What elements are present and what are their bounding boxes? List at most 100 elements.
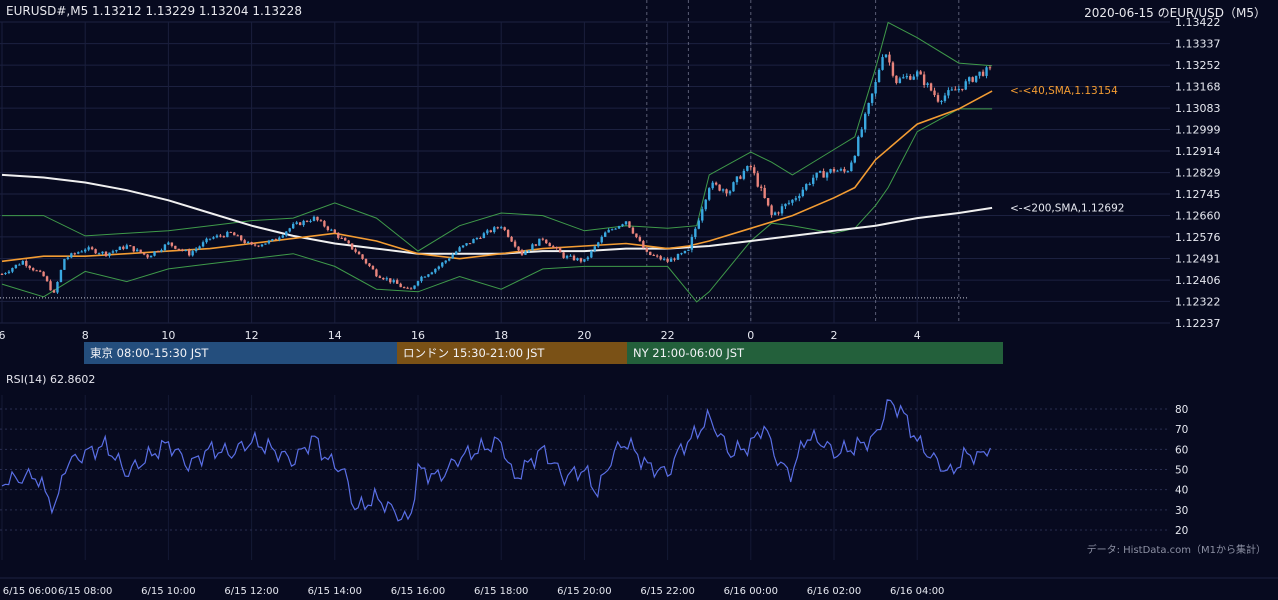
candle-body — [191, 251, 194, 256]
candle-body — [784, 203, 787, 207]
candle-body — [843, 169, 846, 172]
candle-body — [201, 242, 205, 247]
candle-body — [846, 171, 850, 173]
candle-body — [510, 236, 513, 242]
candle-body — [496, 227, 499, 229]
candle-body — [850, 162, 853, 172]
candle-body — [160, 249, 163, 252]
candle-body — [194, 248, 198, 252]
bollinger-lower-line — [1, 108, 993, 303]
candle-body — [295, 222, 298, 224]
candle-body — [139, 249, 142, 253]
chart-title: 2020-06-15 のEUR/USD（M5） — [1084, 6, 1266, 20]
candle-body — [45, 276, 49, 282]
candle-body — [472, 239, 475, 244]
candle-body — [486, 230, 489, 234]
candle-body — [593, 246, 596, 251]
candle-body — [576, 258, 579, 261]
candle-body — [198, 246, 201, 249]
rsi-x-axis: 6/15 06:00 6/15 08:00 6/15 10:00 6/15 12:00… — [0, 577, 1278, 597]
candle-body — [316, 216, 319, 221]
candle-body — [586, 257, 590, 260]
candle-body — [579, 258, 583, 262]
candle-body — [253, 244, 257, 246]
price-tick-label: 1.13252 — [1175, 59, 1221, 72]
candle-body — [288, 228, 291, 232]
price-tick-label: 1.12745 — [1175, 188, 1221, 201]
rsi-grid — [0, 395, 1170, 560]
candle-body — [406, 287, 409, 289]
candle-body — [572, 255, 576, 261]
candle-body — [815, 172, 818, 178]
candle-body — [614, 228, 617, 230]
candle-body — [298, 222, 302, 226]
rsi-x-tick-label: 6/16 04:00 — [890, 586, 944, 597]
candle-body — [746, 165, 749, 171]
candle-body — [864, 113, 867, 130]
rsi-x-tick-label: 6/15 20:00 — [557, 586, 611, 597]
candle-body — [97, 253, 101, 255]
rsi-axis: 80 70 60 50 40 30 20 — [1175, 404, 1188, 537]
price-series: <-<40,SMA,1.13154 <-<200,SMA,1.12692 — [1, 21, 1124, 303]
candle-body — [281, 235, 284, 238]
candle-body — [600, 236, 603, 243]
candle-body — [340, 237, 343, 239]
candle-body — [909, 76, 912, 80]
candle-body — [659, 256, 662, 260]
candle-body — [853, 155, 856, 163]
candle-body — [652, 255, 655, 257]
candle-body — [645, 248, 648, 252]
candle-body — [378, 276, 382, 278]
candle-body — [517, 246, 520, 251]
price-x-tick-label: 16 — [411, 329, 425, 342]
candle-body — [479, 238, 482, 240]
candle-body — [184, 250, 187, 252]
candle-body — [870, 93, 874, 103]
candle-body — [642, 241, 645, 249]
candle-body — [181, 249, 184, 251]
candle-body — [28, 265, 31, 269]
candle-body — [312, 216, 316, 221]
candle-body — [278, 237, 281, 240]
candle-body — [399, 283, 402, 288]
candle-body — [763, 187, 766, 199]
candle-body — [122, 246, 125, 249]
candle-body — [832, 169, 836, 172]
price-x-tick-label: 4 — [914, 329, 921, 342]
candle-body — [961, 88, 964, 90]
candle-body — [739, 176, 742, 179]
candle-body — [177, 248, 180, 250]
candle-body — [434, 268, 437, 273]
candle-body — [950, 89, 954, 91]
candle-body — [760, 186, 763, 188]
candles — [0, 51, 992, 294]
candle-body — [451, 254, 454, 259]
session-tokyo: 東京 08:00-15:30 JST — [84, 342, 397, 364]
candle-body — [697, 220, 700, 229]
candle-body — [881, 57, 884, 70]
candle-body — [877, 69, 881, 83]
candle-body — [562, 252, 565, 258]
candle-body — [357, 251, 361, 255]
price-x-tick-label: 2 — [831, 329, 838, 342]
candle-body — [38, 270, 42, 272]
rsi-x-tick-label: 6/16 00:00 — [724, 586, 778, 597]
candle-body — [188, 250, 191, 256]
rsi-tick-label: 70 — [1175, 424, 1188, 436]
candle-body — [590, 250, 593, 258]
candle-body — [441, 262, 444, 267]
candle-body — [888, 54, 891, 63]
price-tick-label: 1.12491 — [1175, 252, 1221, 265]
candle-body — [274, 239, 278, 241]
candle-body — [364, 258, 368, 264]
candle-body — [250, 242, 253, 245]
candle-body — [964, 81, 967, 90]
data-credit: データ: HistData.com（M1から集計） — [1086, 545, 1266, 556]
candle-body — [233, 232, 236, 236]
candle-body — [524, 251, 527, 255]
candle-body — [52, 290, 56, 293]
candle-body — [503, 227, 506, 230]
sma200-label: <-<200,SMA,1.12692 — [1010, 202, 1124, 214]
candle-body — [493, 227, 496, 233]
candle-body — [260, 244, 264, 247]
